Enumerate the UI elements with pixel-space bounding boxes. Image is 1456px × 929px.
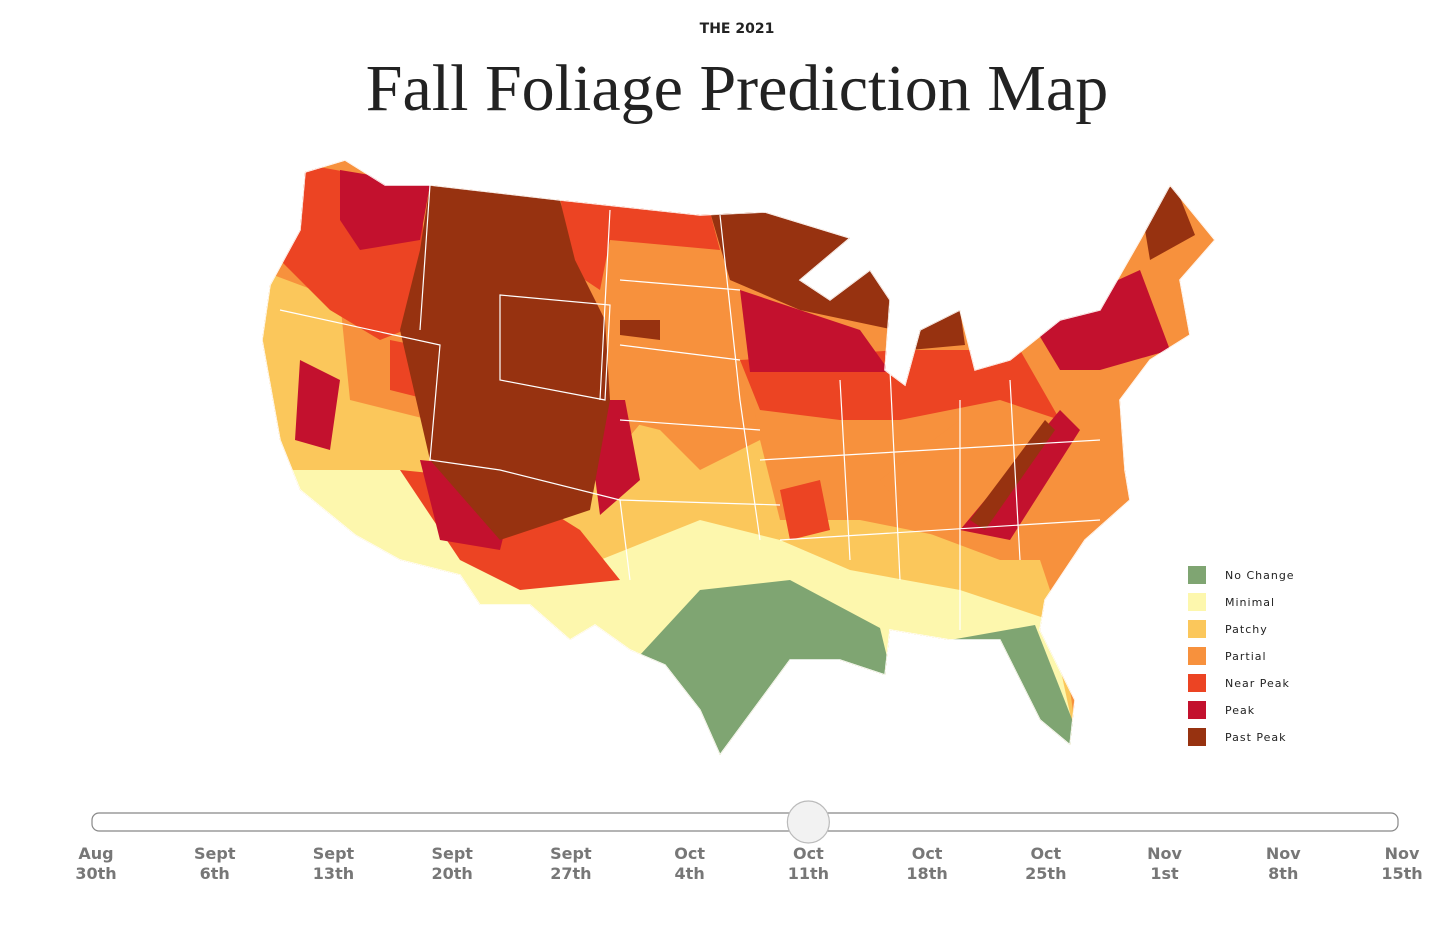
region-near-peak xyxy=(560,195,720,290)
date-month: Oct xyxy=(912,844,943,863)
date-month: Sept xyxy=(313,844,355,863)
date-month: Nov xyxy=(1147,844,1182,863)
region-peak xyxy=(1030,270,1170,370)
legend-label: Peak xyxy=(1225,704,1255,717)
date-day: 11th xyxy=(788,864,829,883)
date-day: 20th xyxy=(432,864,473,883)
legend-label: Minimal xyxy=(1225,596,1275,609)
date-month: Nov xyxy=(1266,844,1301,863)
date-slider[interactable]: Aug30thSept6thSept13thSept20thSept27thOc… xyxy=(75,800,1423,883)
legend-label: Patchy xyxy=(1225,623,1268,636)
legend: No Change Minimal Patchy Partial Near Peak Pe… xyxy=(1188,566,1295,746)
date-month: Oct xyxy=(1030,844,1061,863)
us-outline xyxy=(262,160,1215,755)
region-peak xyxy=(295,360,340,450)
date-day: 4th xyxy=(675,864,705,883)
date-month: Sept xyxy=(194,844,236,863)
legend-label: Near Peak xyxy=(1225,677,1290,690)
region-peak xyxy=(340,170,430,250)
date-day: 6th xyxy=(200,864,230,883)
date-month: Sept xyxy=(550,844,592,863)
date-day: 8th xyxy=(1268,864,1298,883)
legend-swatch xyxy=(1188,728,1206,746)
slider-track[interactable] xyxy=(91,812,1399,832)
legend-label: No Change xyxy=(1225,569,1295,582)
legend-swatch xyxy=(1188,593,1206,611)
us-map xyxy=(262,160,1215,755)
region-past-peak xyxy=(970,420,1055,530)
region-near-peak xyxy=(780,480,830,540)
legend-swatch xyxy=(1188,701,1206,719)
kicker: THE 2021 xyxy=(700,21,775,37)
region-past-peak xyxy=(900,310,965,350)
date-day: 30th xyxy=(75,864,116,883)
slider-thumb[interactable] xyxy=(786,800,830,844)
legend-swatch xyxy=(1188,647,1206,665)
date-day: 27th xyxy=(550,864,591,883)
legend-swatch xyxy=(1188,566,1206,584)
date-month: Oct xyxy=(793,844,824,863)
date-month: Sept xyxy=(431,844,473,863)
region-partial xyxy=(620,330,760,470)
title: Fall Foliage Prediction Map xyxy=(366,52,1108,125)
date-month: Nov xyxy=(1385,844,1420,863)
date-day: 25th xyxy=(1025,864,1066,883)
date-day: 18th xyxy=(906,864,947,883)
legend-swatch xyxy=(1188,674,1206,692)
legend-label: Partial xyxy=(1225,650,1267,663)
date-month: Aug xyxy=(78,844,113,863)
legend-label: Past Peak xyxy=(1225,731,1287,744)
region-peak xyxy=(740,290,890,372)
legend-swatch xyxy=(1188,620,1206,638)
region-past-peak xyxy=(620,320,660,340)
date-month: Oct xyxy=(674,844,705,863)
date-day: 15th xyxy=(1381,864,1422,883)
date-day: 1st xyxy=(1150,864,1179,883)
state-borders xyxy=(279,184,1101,630)
date-day: 13th xyxy=(313,864,354,883)
region-past-peak xyxy=(400,185,610,540)
